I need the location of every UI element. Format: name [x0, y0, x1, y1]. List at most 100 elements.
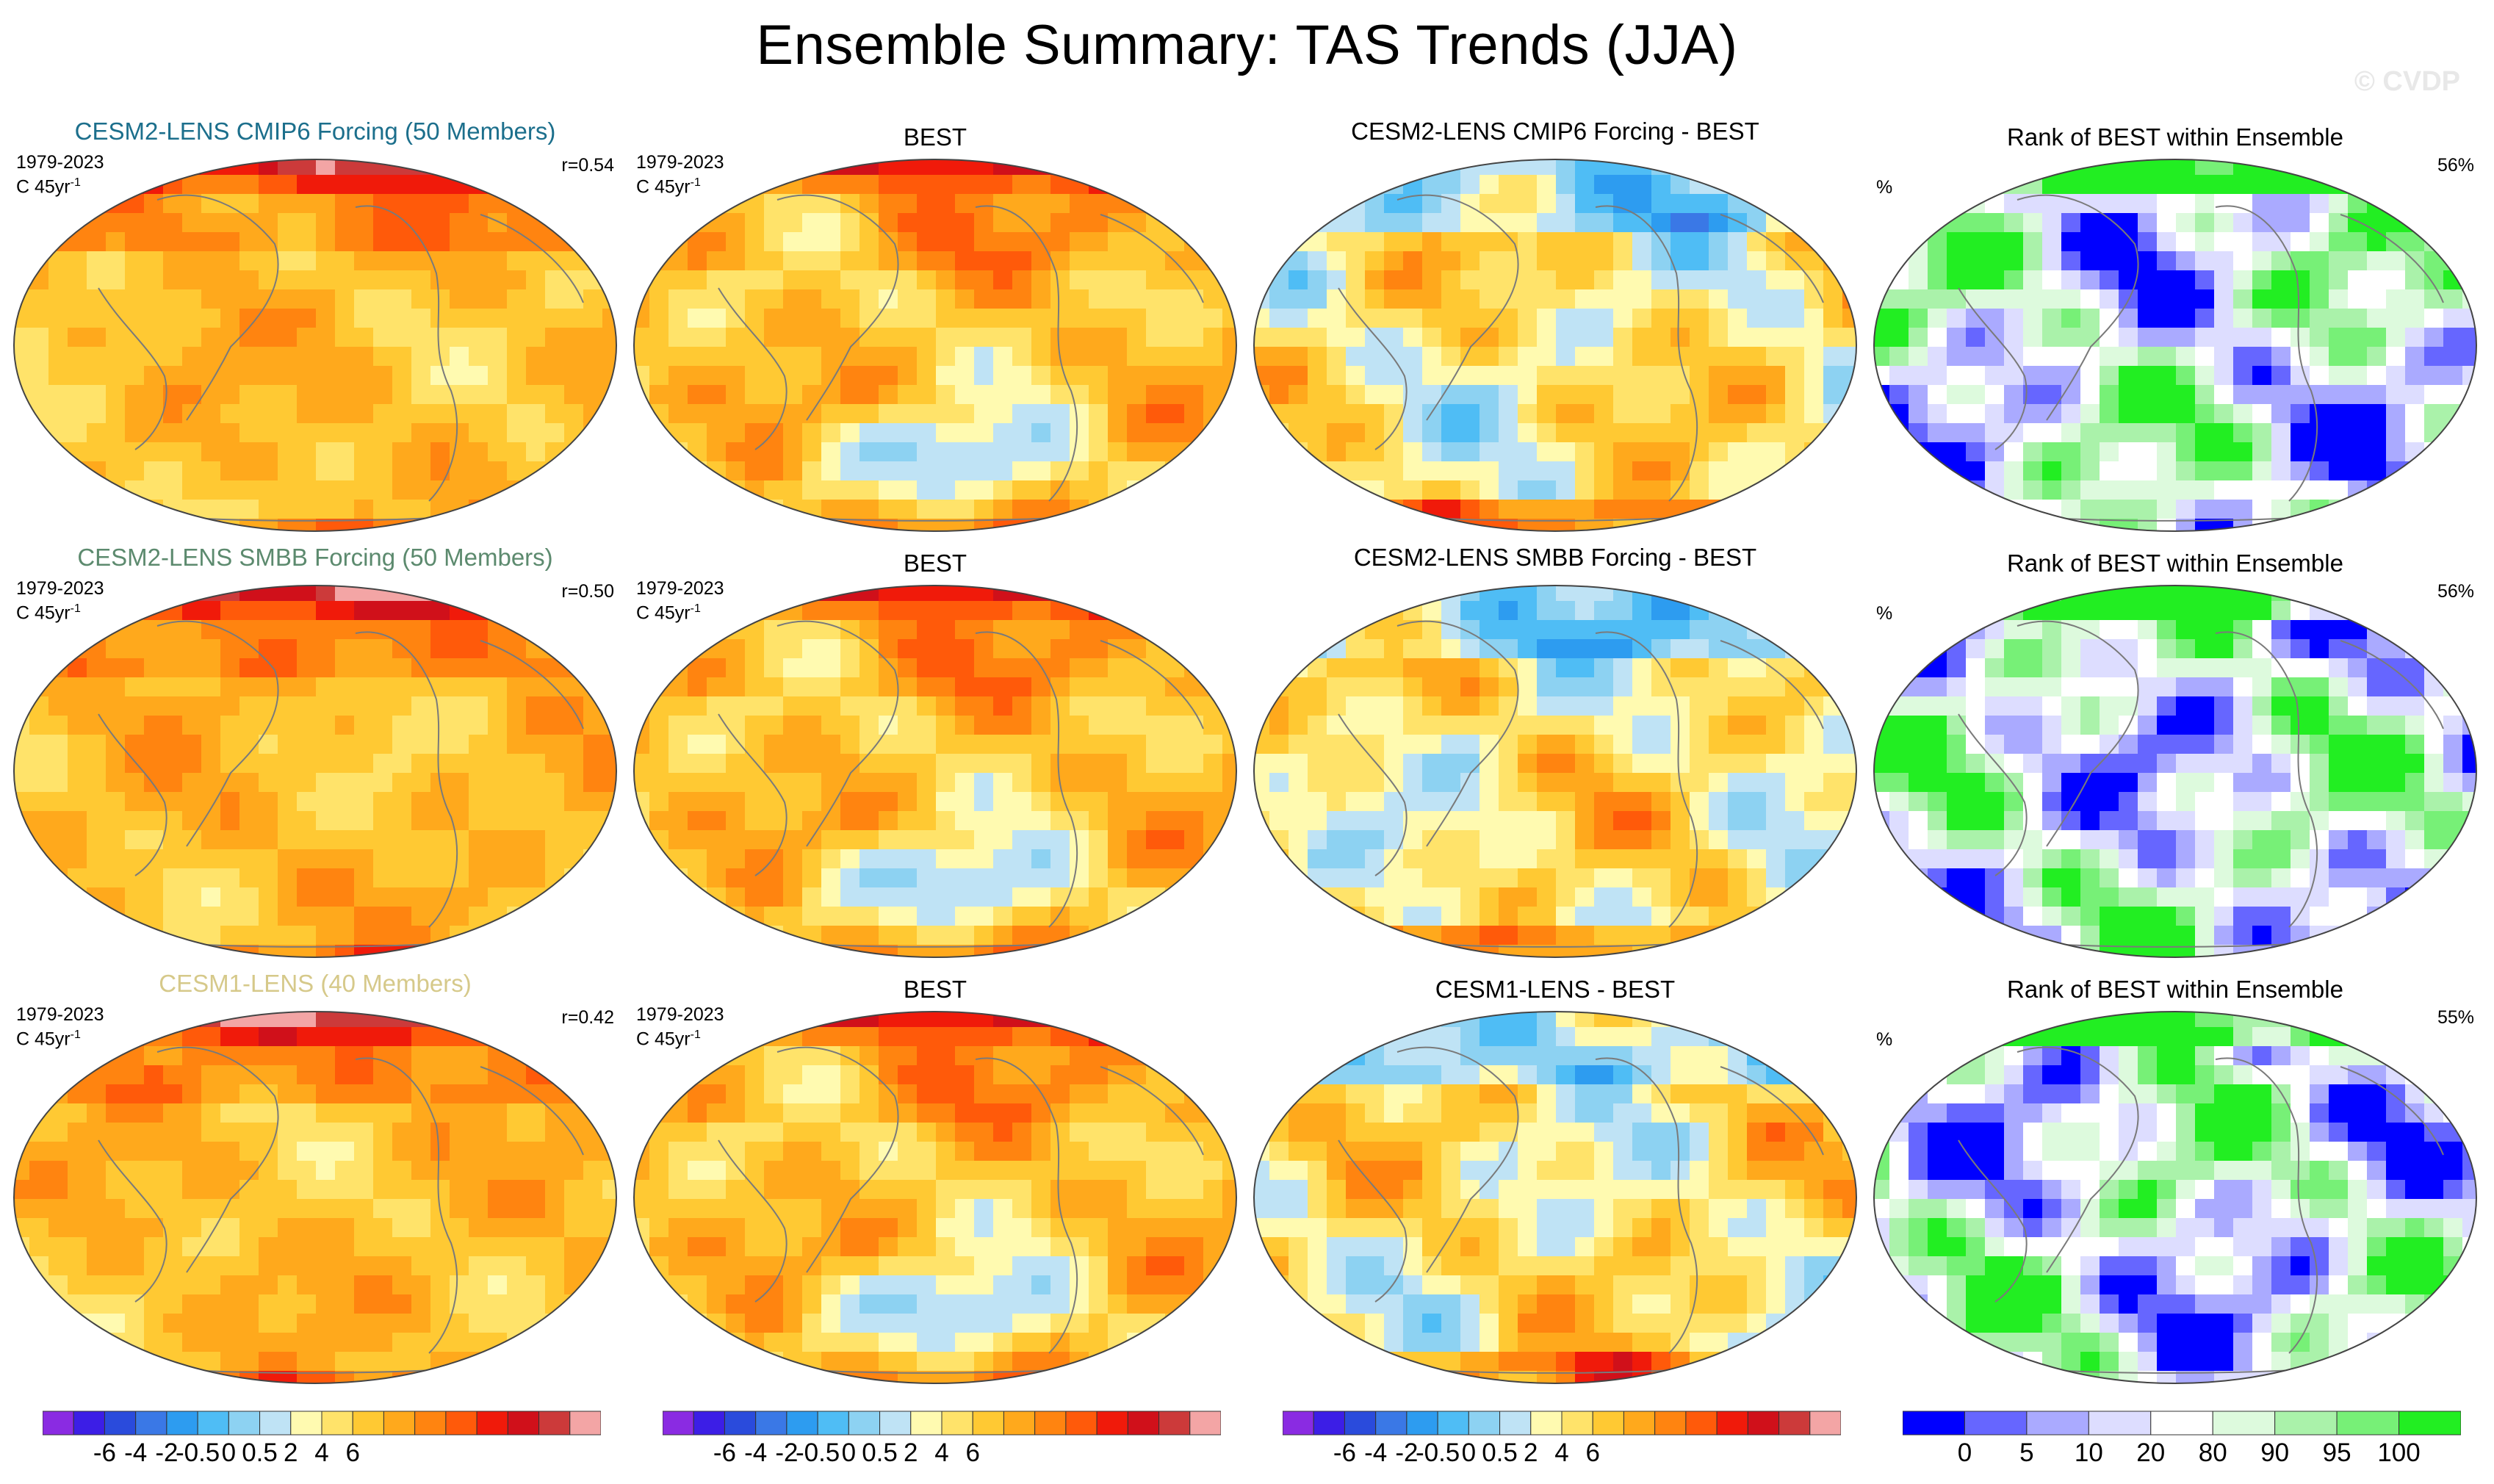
colorbar-box — [1747, 1411, 1780, 1436]
rank-unit-label: % — [1876, 177, 1893, 198]
correlation-label: r=0.50 — [561, 581, 614, 602]
panel-obs-r1: BEST 1979-2023 C 45yr-1 — [630, 544, 1240, 970]
colorbar-tick-label: 6 — [965, 1438, 980, 1467]
colorbar-boxes — [663, 1411, 1221, 1436]
panel-model-r0: CESM2-LENS CMIP6 Forcing (50 Members) 19… — [10, 118, 620, 544]
period-label: 1979-2023 — [636, 152, 724, 173]
colorbar-box — [1623, 1411, 1656, 1436]
colorbar-tick-label: 100 — [2377, 1438, 2421, 1467]
units-base: C 45yr — [16, 1029, 71, 1050]
units-exp: -1 — [690, 1029, 701, 1041]
colorbar-box — [2088, 1411, 2152, 1436]
colorbar-tick-label: -4 — [744, 1438, 768, 1467]
colorbar-box — [228, 1411, 261, 1436]
units-exp: -1 — [690, 602, 701, 615]
colorbar-box — [2274, 1411, 2338, 1436]
colorbar-box — [73, 1411, 105, 1436]
colorbar-tick-label: -2 — [775, 1438, 799, 1467]
colorbar-box — [1561, 1411, 1593, 1436]
colorbar-box — [414, 1411, 447, 1436]
colorbar-box — [848, 1411, 881, 1436]
colorbar-box — [1034, 1411, 1067, 1436]
map-border — [1253, 585, 1857, 958]
colorbar-tick-label: 0 — [221, 1438, 237, 1467]
colorbar-tick-label: 2 — [904, 1438, 918, 1467]
colorbar-box — [1003, 1411, 1036, 1436]
map-field — [634, 586, 1236, 957]
colorbar-tick-label: 0.5 — [242, 1438, 278, 1467]
colorbar-box — [135, 1411, 167, 1436]
panel-title-model: CESM1-LENS (40 Members) — [159, 970, 472, 997]
colorbar-box — [507, 1411, 540, 1436]
map-model-trend — [13, 1011, 617, 1384]
panel-rank-r0: Rank of BEST within Ensemble % 56% — [1870, 118, 2480, 544]
map-border — [1873, 585, 2477, 958]
panel-model-r1: CESM2-LENS SMBB Forcing (50 Members) 197… — [10, 544, 620, 970]
colorbar-box — [1406, 1411, 1438, 1436]
colorbar-box — [755, 1411, 788, 1436]
panel-title-diff: CESM2-LENS SMBB Forcing - BEST — [1353, 544, 1757, 571]
colorbar-box — [569, 1411, 601, 1436]
map-field — [14, 586, 616, 957]
panel-title-diff: CESM1-LENS - BEST — [1435, 976, 1676, 1003]
panel-title-model: CESM2-LENS CMIP6 Forcing (50 Members) — [74, 118, 556, 145]
colorbar-tick-label: 80 — [2198, 1438, 2227, 1467]
colorbar-box — [941, 1411, 973, 1436]
colorbar-box — [1530, 1411, 1563, 1436]
colorbar-tick-label: -4 — [124, 1438, 148, 1467]
units-base: C 45yr — [16, 176, 71, 198]
colorbar-box — [2026, 1411, 2089, 1436]
colorbar-box — [1158, 1411, 1191, 1436]
map-rank — [1873, 1011, 2477, 1384]
colorbar-boxes — [43, 1411, 601, 1436]
units-label: C 45yr-1 — [16, 1025, 81, 1049]
colorbar-box — [1468, 1411, 1501, 1436]
colorbar-box — [445, 1411, 477, 1436]
colorbar-diff: -6 -4 -2 -0.5 0 0.5 2 4 6 — [1283, 1411, 1841, 1484]
rank-percent-label: 56% — [2437, 581, 2474, 602]
colorbar-box — [321, 1411, 353, 1436]
panel-model-r2: CESM1-LENS (40 Members) 1979-2023 C 45yr… — [10, 970, 620, 1396]
map-border — [1253, 159, 1857, 532]
colorbar-tick-label: 20 — [2136, 1438, 2166, 1467]
colorbar-box — [476, 1411, 508, 1436]
map-field — [1254, 159, 1856, 531]
colorbar-box — [1499, 1411, 1532, 1436]
colorbar-tick-label: 0 — [1461, 1438, 1477, 1467]
colorbar-tick-label: 5 — [2019, 1438, 2034, 1467]
colorbar-boxes — [1283, 1411, 1841, 1436]
figure-title: Ensemble Summary: TAS Trends (JJA) — [756, 14, 1738, 76]
colorbar-tick-label: 90 — [2260, 1438, 2290, 1467]
rank-unit-label: % — [1876, 603, 1893, 624]
colorbar-box — [1716, 1411, 1748, 1436]
units-exp: -1 — [70, 602, 81, 615]
map-field — [1874, 586, 2476, 957]
colorbar-box — [1809, 1411, 1841, 1436]
map-border — [633, 1011, 1237, 1384]
units-label: C 45yr-1 — [636, 1025, 701, 1049]
colorbar-box — [1654, 1411, 1687, 1436]
colorbar-box — [2336, 1411, 2400, 1436]
units-exp: -1 — [690, 176, 701, 189]
colorbar-tick-label: 2 — [284, 1438, 298, 1467]
colorbar-box — [1344, 1411, 1377, 1436]
units-base: C 45yr — [636, 1029, 691, 1050]
map-field — [1254, 586, 1856, 957]
colorbar-tick-label: -2 — [1395, 1438, 1419, 1467]
colorbar-box — [104, 1411, 137, 1436]
units-exp: -1 — [70, 176, 81, 189]
colorbar-box — [290, 1411, 322, 1436]
units-exp: -1 — [70, 1029, 81, 1041]
colorbar-box — [383, 1411, 416, 1436]
colorbar-box — [910, 1411, 943, 1436]
map-field — [14, 1012, 616, 1383]
colorbar-box — [1964, 1411, 2028, 1436]
map-border — [1873, 159, 2477, 532]
colorbar-box — [663, 1411, 694, 1436]
panel-title-diff: CESM2-LENS CMIP6 Forcing - BEST — [1351, 118, 1759, 145]
colorbar-box — [166, 1411, 198, 1436]
panel-rank-r2: Rank of BEST within Ensemble % 55% — [1870, 970, 2480, 1396]
rank-unit-label: % — [1876, 1029, 1893, 1050]
colorbar-box — [1375, 1411, 1408, 1436]
colorbar-box — [1127, 1411, 1160, 1436]
